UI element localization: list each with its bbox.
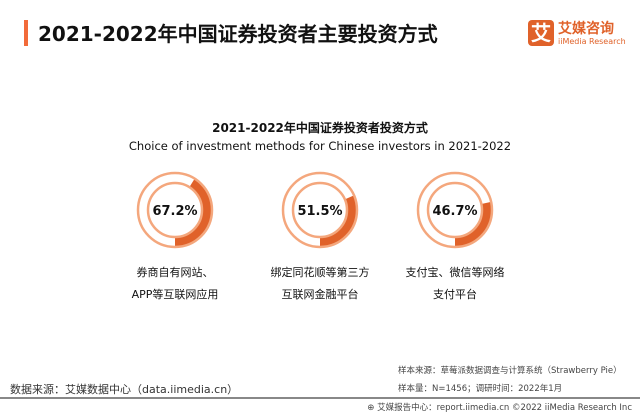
donut-outer-ring-1: [136, 171, 214, 249]
donut-outer-ring-2: [281, 171, 359, 249]
label-3-line2: 支付平台: [433, 288, 477, 301]
chart-subtitle: Choice of investment methods for Chinese…: [128, 139, 512, 153]
label-3: 支付宝、微信等网络 支付平台: [375, 262, 535, 306]
globe-icon: ⊕: [367, 403, 378, 413]
logo-mark: 艾: [528, 20, 554, 46]
label-2: 绑定同花顺等第三方 互联网金融平台: [240, 262, 400, 306]
label-1-line1: 券商自有网站、: [136, 266, 214, 279]
data-source: 数据来源：艾媒数据中心（data.iimedia.cn）: [10, 383, 239, 396]
donut-value-label-2: 51.5%: [297, 204, 342, 219]
label-1-line2: APP等互联网应用: [131, 288, 219, 301]
copyright: ⊕ 艾媒报告中心：report.iimedia.cn ©2022 iiMedia…: [367, 401, 632, 413]
donut-inner-ring-2: [291, 181, 349, 239]
donut-outer-ring-3: [416, 171, 494, 249]
sample-source: 样本来源：草莓派数据调查与计算系统（Strawberry Pie）: [398, 366, 622, 376]
donut-value-label-1: 67.2%: [152, 204, 197, 219]
label-1: 券商自有网站、 APP等互联网应用: [95, 262, 255, 306]
donut-inner-ring-1: [146, 181, 204, 239]
label-2-line2: 互联网金融平台: [281, 288, 359, 301]
chart-title: 2021-2022年中国证券投资者投资方式: [212, 121, 428, 135]
label-2-line1: 绑定同花顺等第三方: [270, 266, 370, 279]
sample-size: 样本量：N=1456；调研时间：2022年1月: [398, 384, 563, 394]
copyright-text: 艾媒报告中心：report.iimedia.cn ©2022 iiMedia R…: [377, 403, 632, 413]
logo-text-en: iiMedia Research: [558, 37, 626, 46]
donut-charts: 67.2% 51.5% 46.7%: [136, 171, 494, 249]
donut-value-label-3: 46.7%: [432, 204, 477, 219]
label-3-line1: 支付宝、微信等网络: [405, 266, 505, 279]
donut-arc-1: [175, 178, 213, 247]
donut-inner-ring-3: [426, 181, 484, 239]
logo-text-cn: 艾媒咨询: [558, 21, 614, 37]
title-accent-bar: [24, 20, 28, 46]
page-title: 2021-2022年中国证券投资者主要投资方式: [38, 22, 438, 46]
footer-divider: [0, 397, 640, 399]
